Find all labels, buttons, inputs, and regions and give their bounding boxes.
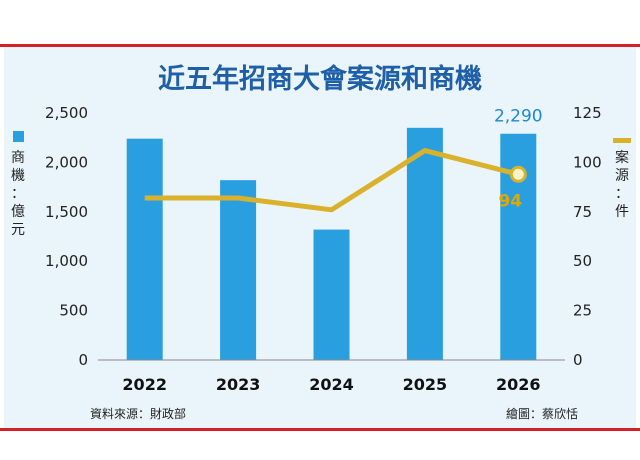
left-axis-label: 商機 ： 億元 — [11, 150, 25, 238]
axis-label-char: 源 — [615, 168, 629, 184]
line-end-point — [509, 165, 527, 183]
bar-2022 — [126, 138, 163, 360]
bar-value-label: 2,290 — [494, 107, 543, 127]
top-rule — [0, 44, 640, 47]
annotations: 2,290 94 — [494, 107, 543, 212]
axis-label-char: 億 — [11, 204, 25, 220]
legend-bar-swatch — [13, 131, 24, 142]
right-axis-ticks: 0 25 50 75 100 125 — [573, 104, 602, 369]
bottom-rule — [0, 428, 640, 431]
x-tick-label: 2022 — [122, 375, 167, 394]
left-tick-label: 1,500 — [45, 203, 88, 221]
line-series — [144, 148, 527, 213]
x-axis-ticks: 2022 2023 2024 2025 2026 — [122, 375, 540, 394]
source-note: 資料來源：財政部 — [90, 406, 186, 421]
x-tick-label: 2024 — [309, 375, 354, 394]
axis-label-char: ： — [11, 186, 25, 202]
bar-2023 — [220, 180, 257, 360]
x-tick-label: 2025 — [403, 375, 448, 394]
axis-label-char: 案 — [615, 149, 629, 166]
left-tick-label: 2,500 — [45, 104, 88, 122]
chart-title: 近五年招商大會案源和商機 — [158, 63, 482, 95]
left-tick-label: 1,000 — [45, 252, 88, 270]
axis-label-char: ： — [615, 186, 629, 202]
axis-label-char: 機 — [11, 168, 25, 184]
left-tick-label: 500 — [59, 302, 88, 320]
axis-label-char: 元 — [11, 222, 25, 238]
x-tick-label: 2023 — [216, 375, 261, 394]
bar-series — [126, 127, 537, 360]
right-tick-label: 50 — [573, 252, 592, 270]
line-value-label: 94 — [498, 191, 522, 211]
bar-2025 — [406, 127, 443, 360]
credit-note: 繪圖：蔡欣恬 — [506, 406, 578, 421]
left-axis-ticks: 0 500 1,000 1,500 2,000 2,500 — [45, 104, 88, 369]
case-count-line — [144, 148, 519, 213]
axis-label-char: 商 — [11, 150, 25, 166]
left-tick-label: 2,000 — [45, 153, 88, 171]
legend-line-swatch — [613, 138, 631, 143]
right-tick-label: 125 — [573, 104, 602, 122]
right-tick-label: 0 — [573, 351, 583, 369]
right-axis-label: 案源 ： 件 — [615, 149, 629, 220]
right-tick-label: 100 — [573, 153, 602, 171]
left-tick-label: 0 — [78, 351, 88, 369]
right-tick-label: 25 — [573, 302, 592, 320]
axis-label-char: 件 — [615, 204, 629, 220]
right-tick-label: 75 — [573, 203, 592, 221]
bar-2024 — [313, 229, 350, 360]
x-tick-label: 2026 — [496, 375, 541, 394]
